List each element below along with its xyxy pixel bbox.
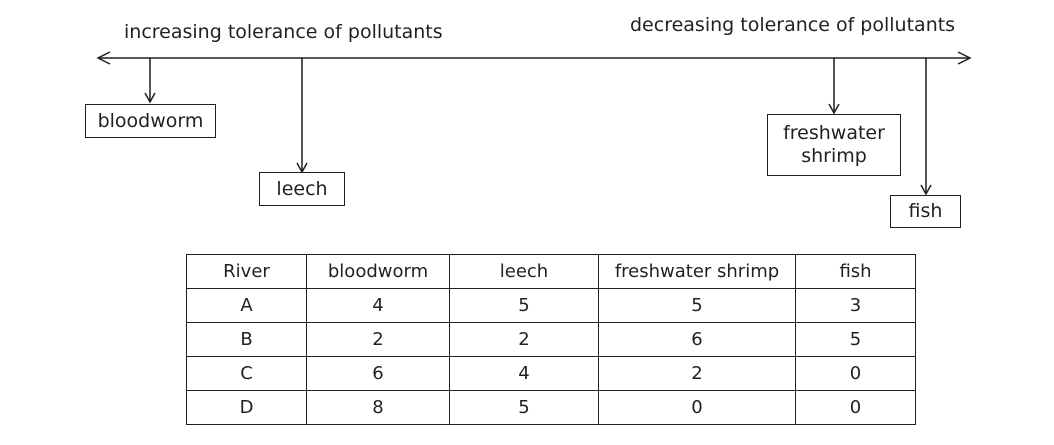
- table-cell: 5: [449, 288, 599, 323]
- table-cell: D: [186, 390, 307, 425]
- table-cell: 2: [449, 322, 599, 357]
- header-freshwater-shrimp: freshwater shrimp: [598, 254, 796, 289]
- header-leech: leech: [449, 254, 599, 289]
- table-cell: 3: [795, 288, 916, 323]
- bloodworm-arrowhead: [144, 92, 156, 104]
- table-cell: 2: [598, 356, 796, 391]
- table-cell: 4: [306, 288, 450, 323]
- shrimp-label-line1: freshwater: [783, 122, 885, 145]
- table-cell: B: [186, 322, 307, 357]
- table-cell: 5: [795, 322, 916, 357]
- table-row: C 6 4 2 0: [186, 356, 916, 391]
- table-cell: 0: [598, 390, 796, 425]
- header-bloodworm: bloodworm: [306, 254, 450, 289]
- table-cell: C: [186, 356, 307, 391]
- table-cell: 6: [598, 322, 796, 357]
- table-row: A 4 5 5 3: [186, 288, 916, 323]
- table-cell: A: [186, 288, 307, 323]
- table-cell: 0: [795, 356, 916, 391]
- fish-arrowhead: [920, 184, 932, 196]
- increasing-tolerance-label: increasing tolerance of pollutants: [124, 21, 443, 43]
- table-cell: 8: [306, 390, 450, 425]
- table-cell: 4: [449, 356, 599, 391]
- table-cell: 2: [306, 322, 450, 357]
- freshwater-shrimp-box: freshwater shrimp: [767, 114, 901, 176]
- table-cell: 5: [598, 288, 796, 323]
- decreasing-tolerance-label: decreasing tolerance of pollutants: [630, 14, 956, 36]
- fish-label: fish: [908, 200, 943, 223]
- header-river: River: [186, 254, 307, 289]
- table-cell: 5: [449, 390, 599, 425]
- table-row: D 8 5 0 0: [186, 390, 916, 425]
- table-cell: 0: [795, 390, 916, 425]
- fish-box: fish: [890, 195, 961, 228]
- header-fish: fish: [795, 254, 916, 289]
- shrimp-label-line2: shrimp: [801, 145, 867, 167]
- table-row: B 2 2 6 5: [186, 322, 916, 357]
- table-header-row: River bloodworm leech freshwater shrimp …: [186, 254, 916, 289]
- leech-label: leech: [276, 177, 328, 200]
- bloodworm-label: bloodworm: [97, 109, 204, 132]
- river-organism-table: River bloodworm leech freshwater shrimp …: [186, 254, 916, 425]
- axis-left-arrowhead: [96, 51, 111, 65]
- bloodworm-box: bloodworm: [85, 104, 216, 138]
- axis-right-arrowhead: [957, 51, 972, 65]
- shrimp-arrowhead: [828, 103, 840, 115]
- leech-box: leech: [259, 172, 345, 206]
- table-cell: 6: [306, 356, 450, 391]
